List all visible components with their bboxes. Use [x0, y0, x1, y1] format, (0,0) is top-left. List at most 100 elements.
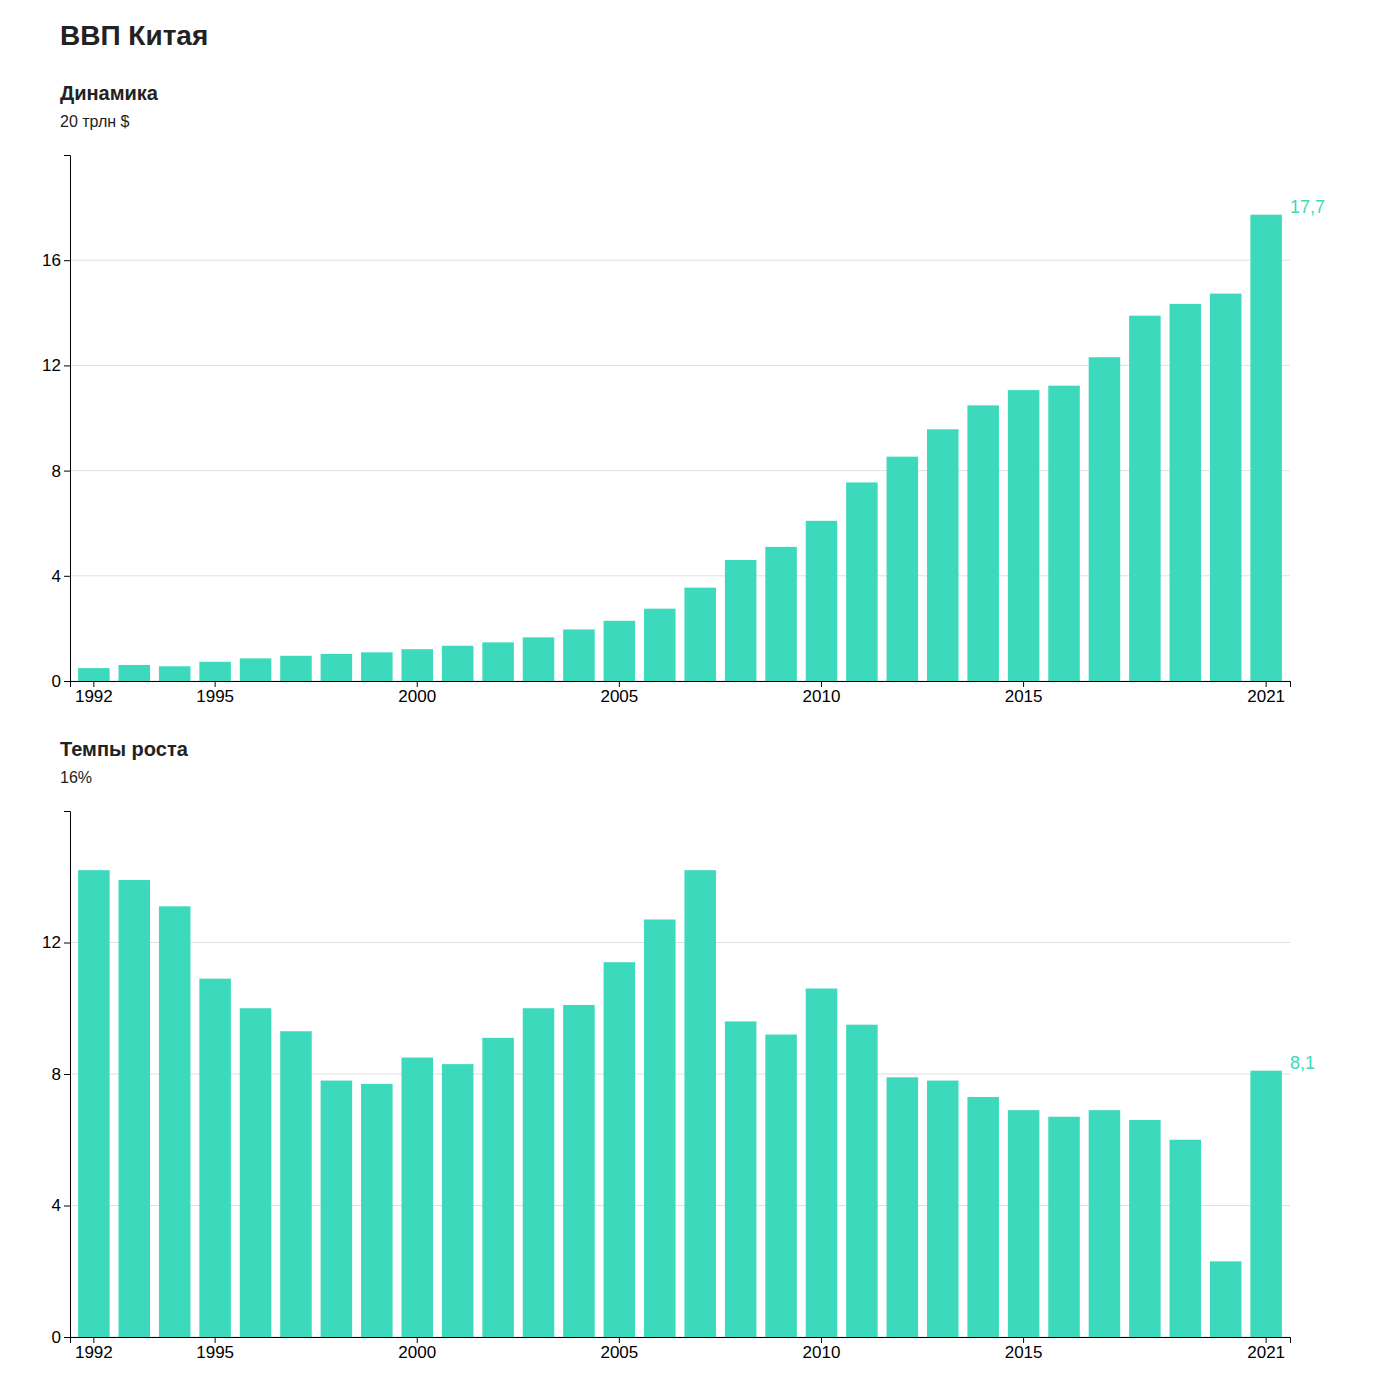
- y-tick: 8: [52, 1065, 70, 1084]
- x-tick: 2010: [803, 1337, 841, 1362]
- x-axis-line: [71, 682, 1291, 688]
- grid: [70, 260, 1290, 681]
- bar: [644, 609, 676, 681]
- bar: [604, 621, 636, 681]
- bar: [361, 1084, 393, 1337]
- subtitle: Динамика: [60, 82, 159, 104]
- x-tick: 2015: [1005, 1337, 1043, 1362]
- y-axis-line: [64, 812, 71, 1338]
- bar: [1129, 316, 1161, 681]
- bar: [280, 656, 312, 681]
- bars: [78, 215, 1282, 681]
- y-tick-label: 0: [52, 1328, 61, 1347]
- bar: [887, 457, 919, 681]
- x-tick-label: 2000: [398, 687, 436, 706]
- bar: [765, 1035, 797, 1337]
- bar: [361, 652, 393, 681]
- y-tick-label: 8: [52, 462, 61, 481]
- bar: [1129, 1120, 1161, 1337]
- bar: [482, 642, 514, 681]
- bar: [321, 654, 353, 681]
- x-tick-label: 2015: [1005, 687, 1043, 706]
- x-tick-label: 2015: [1005, 1343, 1043, 1362]
- bar: [1170, 1140, 1202, 1337]
- y-tick-mark: [64, 365, 70, 366]
- subplot: Темпы роста16%04812199219952000200520102…: [42, 738, 1315, 1362]
- bar: [78, 870, 110, 1337]
- y-tick-label: 4: [52, 1196, 61, 1215]
- bar: [967, 1097, 999, 1337]
- x-tick: 2015: [1005, 681, 1043, 706]
- y-axis-line: [64, 156, 71, 682]
- bar: [684, 588, 716, 681]
- bar: [1089, 357, 1121, 681]
- bar: [119, 665, 151, 681]
- grid-line: [70, 260, 1290, 261]
- y-tick: 4: [52, 567, 70, 586]
- x-tick: 2021: [1247, 681, 1285, 706]
- bar: [1250, 1071, 1282, 1337]
- bar: [523, 637, 555, 681]
- y-tick: 12: [42, 933, 70, 952]
- y-tick: 0: [52, 672, 70, 691]
- bar: [1250, 215, 1282, 681]
- bar: [199, 662, 231, 681]
- x-tick: 1995: [196, 1337, 234, 1362]
- y-tick-label: 12: [42, 356, 61, 375]
- y-tick-label: 4: [52, 567, 61, 586]
- subtitle: Темпы роста: [60, 738, 189, 760]
- bar: [240, 658, 272, 681]
- x-tick: 2010: [803, 681, 841, 706]
- bar: [523, 1008, 555, 1337]
- bar: [199, 979, 231, 1337]
- y-tick-mark: [64, 576, 70, 577]
- y-tick-mark: [64, 1206, 70, 1207]
- bar: [280, 1031, 312, 1337]
- bar: [401, 649, 433, 681]
- y-tick: 4: [52, 1196, 70, 1215]
- grid: [70, 943, 1290, 1338]
- x-axis: 1992 1995 2000 2005 2010 2015 2021: [71, 681, 1291, 706]
- x-tick-label: 2005: [600, 1343, 638, 1362]
- bar: [967, 405, 999, 681]
- bar: [725, 1021, 757, 1337]
- y-tick-label: 12: [42, 933, 61, 952]
- bar: [78, 668, 110, 681]
- x-tick: 2005: [600, 1337, 638, 1362]
- x-tick-label: 1992: [75, 687, 113, 706]
- grid-line: [70, 942, 1290, 943]
- y-tick: 12: [42, 356, 70, 375]
- bar: [240, 1008, 272, 1337]
- bar: [563, 1005, 595, 1337]
- bar: [563, 629, 595, 681]
- bar: [846, 482, 878, 681]
- bar: [1170, 304, 1202, 681]
- x-tick-label: 1995: [196, 687, 234, 706]
- bar: [401, 1058, 433, 1337]
- bar: [806, 989, 838, 1337]
- x-tick: 2000: [398, 1337, 436, 1362]
- y-axis-label: 20 трлн $: [60, 113, 130, 130]
- bars: [78, 870, 1282, 1337]
- bar: [684, 870, 716, 1337]
- y-tick: 16: [42, 251, 70, 270]
- bar: [482, 1038, 514, 1337]
- bar: [1048, 1117, 1080, 1337]
- y-tick-mark: [64, 1337, 70, 1338]
- bar: [604, 962, 636, 1337]
- x-tick-label: 2000: [398, 1343, 436, 1362]
- chart-root: ВВП КитаяДинамика20 трлн $04812161992199…: [0, 0, 1400, 1392]
- y-tick: 0: [52, 1328, 70, 1347]
- bar: [765, 547, 797, 681]
- x-tick: 2021: [1247, 1337, 1285, 1362]
- x-tick: 2005: [600, 681, 638, 706]
- x-tick: 1992: [75, 681, 113, 706]
- x-tick-label: 2005: [600, 687, 638, 706]
- bar: [1008, 1110, 1040, 1337]
- x-tick: 1992: [75, 1337, 113, 1362]
- y-tick: 8: [52, 462, 70, 481]
- bar: [1089, 1110, 1121, 1337]
- bar: [442, 646, 474, 681]
- bar: [1008, 390, 1040, 681]
- y-tick-label: 0: [52, 672, 61, 691]
